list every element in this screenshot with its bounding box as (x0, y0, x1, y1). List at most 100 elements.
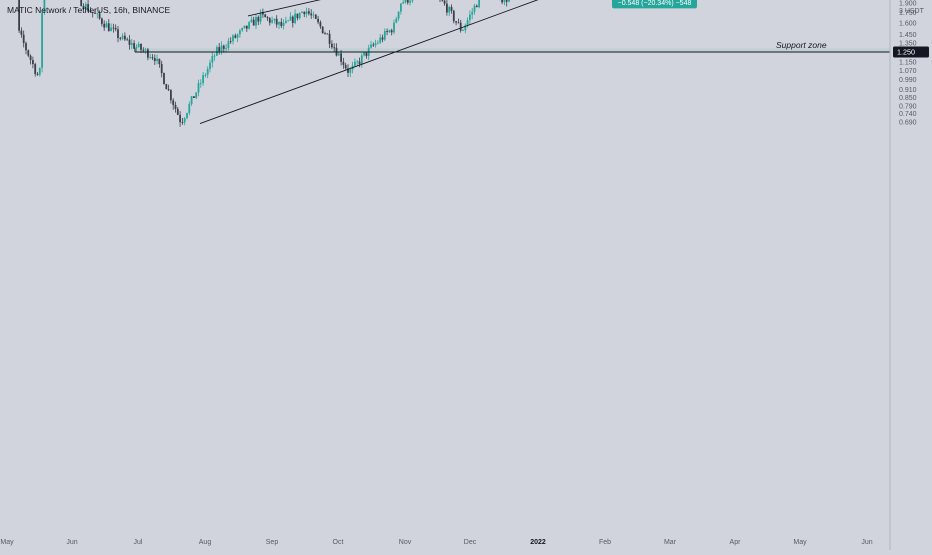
x-axis[interactable]: May Jun Jul Aug Sep Oct Nov Dec 2022 Feb Mar Apr May… (0, 539, 872, 546)
candle-body (241, 28, 244, 31)
candle-body (347, 68, 349, 73)
candle-body (179, 114, 181, 123)
annotation-label: Support zone (776, 40, 827, 50)
candle-body (501, 0, 503, 3)
candle-body (133, 43, 135, 49)
candle-body (144, 49, 147, 51)
candle-body (130, 43, 133, 45)
candle-body (202, 75, 204, 84)
candle-body (331, 43, 333, 48)
candle-body (464, 25, 467, 31)
candle-body (450, 7, 453, 11)
y-tick-label: 0.790 (899, 103, 917, 110)
candle-body (303, 11, 306, 15)
candle-body (119, 37, 122, 39)
candle-body (227, 41, 230, 49)
candle-body (222, 45, 225, 49)
y-axis[interactable]: 3 USDT3.4002.9002.6002.3002.0501.9001.75… (889, 0, 925, 550)
candle-body (448, 7, 451, 13)
candle-body (206, 68, 209, 75)
candle-body (473, 5, 476, 12)
candles-layer (18, 0, 510, 127)
candle-body (310, 13, 313, 16)
candle-body (101, 18, 103, 24)
y-tick-label: 0.690 (899, 119, 917, 126)
candle-body (197, 83, 200, 93)
x-tick-label: Jun (66, 539, 77, 546)
candle-body (218, 47, 221, 52)
candle-body (232, 35, 234, 42)
candle-body (195, 92, 198, 98)
candle-body (259, 11, 262, 22)
candle-body (319, 22, 322, 27)
candle-body (326, 33, 329, 35)
candle-body (312, 14, 315, 16)
candle-body (199, 83, 202, 84)
candle-body (469, 14, 471, 20)
x-tick-label: Mar (664, 539, 677, 546)
candle-body (190, 96, 193, 104)
candle-body (96, 13, 99, 15)
candle-body (80, 0, 83, 7)
candle-body (114, 27, 117, 30)
candle-body (383, 31, 386, 40)
candle-body (264, 14, 267, 18)
candle-body (174, 104, 177, 109)
candle-body (397, 11, 400, 19)
candle-body (478, 0, 480, 8)
candle-body (18, 0, 20, 31)
candle-body (301, 11, 303, 13)
candle-body (87, 4, 89, 12)
candle-body (204, 74, 207, 76)
candle-body (220, 45, 223, 52)
candle-body (308, 11, 310, 14)
candle-body (372, 44, 375, 46)
candle-body (160, 64, 163, 74)
candle-body (443, 0, 446, 4)
candle-body (128, 39, 131, 45)
y-tick-label: 0.740 (899, 111, 917, 118)
candle-body (151, 57, 154, 59)
measurement-label: −0.548 (−20.34%) −548 (618, 0, 692, 7)
candle-body (89, 11, 92, 13)
candle-body (324, 33, 326, 35)
candle-body (225, 48, 227, 49)
candle-body (172, 100, 175, 105)
candle-body (140, 43, 142, 50)
candle-body (137, 43, 140, 47)
y-tick-label: 1.600 (899, 21, 917, 28)
candle-body (103, 23, 106, 28)
candle-body (441, 0, 444, 1)
candle-body (142, 49, 145, 51)
candle-body (183, 118, 186, 123)
candle-body (186, 113, 188, 119)
candle-body (337, 53, 340, 56)
candle-body (462, 30, 464, 32)
candle-body (328, 33, 331, 44)
candle-body (296, 13, 299, 19)
candle-body (245, 25, 248, 29)
candle-body (170, 90, 172, 101)
candle-body (268, 18, 271, 23)
candle-body (363, 52, 365, 56)
candle-body (234, 35, 237, 38)
candle-body (287, 20, 290, 22)
candle-body (266, 17, 269, 19)
candle-body (273, 18, 276, 21)
candle-body (321, 26, 324, 34)
y-tick-label: 0.910 (899, 87, 917, 94)
candle-body (209, 62, 211, 69)
candle-body (163, 73, 165, 85)
x-tick-label: Sep (266, 539, 279, 546)
candle-body (354, 61, 356, 66)
candle-body (275, 18, 278, 25)
candle-body (342, 61, 345, 66)
candle-body (360, 55, 363, 65)
candle-body (386, 31, 388, 33)
candle-body (317, 18, 319, 23)
candle-body (282, 22, 285, 26)
x-tick-label: Oct (333, 539, 344, 546)
x-tick-label: Apr (730, 539, 742, 546)
